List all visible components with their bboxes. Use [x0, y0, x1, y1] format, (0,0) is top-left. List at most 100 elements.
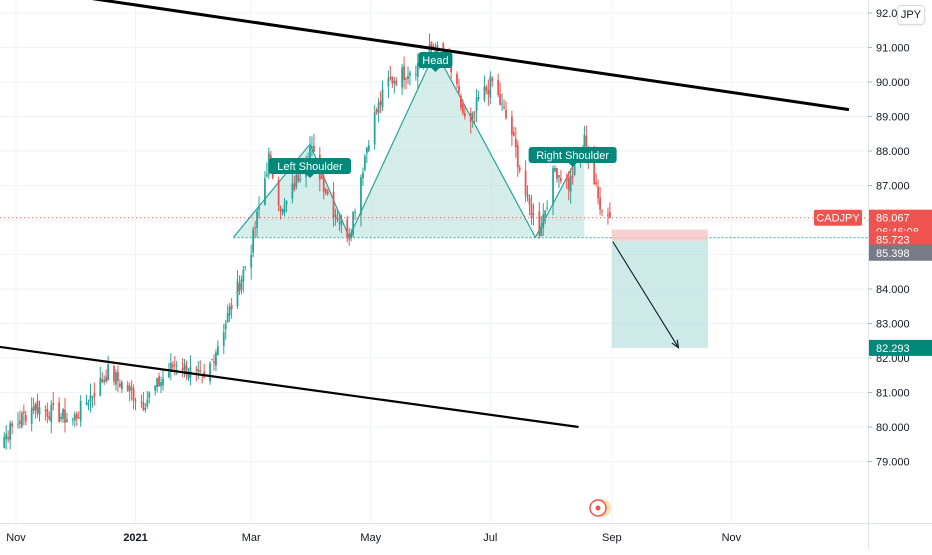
candle-body [409, 72, 411, 76]
candle-body [216, 346, 219, 356]
symbol-tag-bg [814, 209, 862, 226]
candle-body [352, 212, 355, 236]
candle-body [458, 85, 460, 93]
candle-body [148, 392, 151, 398]
candle-body [542, 214, 545, 229]
candle-body [362, 172, 364, 179]
candle-body [554, 168, 556, 172]
candle-body [283, 205, 286, 213]
price-tick-label: 88.000 [876, 146, 910, 158]
left-shoulder-label: Left Shoulder [269, 158, 351, 178]
candle-body [222, 332, 225, 346]
candle-body [173, 364, 176, 366]
candle-body [360, 177, 362, 216]
projection-arrow-head [671, 339, 680, 349]
candle-body [540, 227, 543, 237]
label-text: Left Shoulder [277, 161, 343, 173]
symbol-tag: CADJPY [814, 209, 862, 226]
candle-body [156, 377, 159, 388]
candle-body [348, 234, 351, 240]
right-shoulder-label: Right Shoulder [528, 147, 617, 167]
candle-body [120, 382, 123, 390]
candle-body [565, 177, 568, 181]
candle-body [379, 100, 382, 105]
candle-body [297, 174, 300, 182]
candle-body [285, 200, 288, 205]
candle-body [483, 86, 486, 100]
entry-price-tag: 85.398 [869, 244, 932, 261]
label-box [418, 52, 453, 68]
candle-body [115, 372, 117, 385]
candles [3, 33, 611, 450]
candle-body [171, 364, 174, 368]
candle-body [293, 183, 296, 190]
candle-body [363, 156, 366, 170]
candle-body [50, 404, 53, 423]
candle-body [269, 155, 272, 159]
candle-body [130, 386, 133, 390]
candle-body [552, 168, 554, 205]
time-tick-label: Jul [483, 532, 497, 544]
candle-body [340, 216, 343, 226]
label-text: Right Shoulder [536, 150, 609, 162]
candle-body [607, 214, 609, 216]
candle-body [528, 197, 531, 205]
candle-body [573, 161, 576, 176]
candle-body [571, 176, 574, 178]
time-tick-label: May [360, 532, 381, 544]
logo-dot [595, 505, 601, 511]
candle-body [30, 408, 33, 424]
candle-body [185, 365, 188, 376]
candle-body [309, 146, 311, 159]
price-tick-label: 89.000 [876, 112, 910, 124]
candle-body [118, 383, 121, 387]
upper-channel-line [91, 0, 850, 112]
candle-body [213, 361, 215, 363]
candle-body [140, 401, 143, 403]
candle-body [530, 204, 533, 218]
candle-body [567, 177, 570, 191]
price-tag-text: 85.723 [876, 235, 910, 247]
candle-body [460, 95, 462, 108]
candle-body [350, 232, 353, 238]
target-price-tag: 82.293 [869, 339, 932, 356]
candle-body [238, 283, 241, 292]
candle-body [456, 74, 458, 85]
candle-body [407, 75, 409, 80]
candle-body [365, 147, 368, 154]
candle-body [197, 369, 200, 372]
label-box [528, 147, 617, 163]
candle-body [313, 145, 315, 152]
candle-body [146, 399, 149, 407]
candle-body [62, 408, 64, 419]
candle-body [195, 368, 198, 371]
candle-body [585, 135, 588, 155]
candle-body [593, 157, 596, 184]
lower-channel-line [0, 345, 579, 429]
candle-body [336, 217, 339, 221]
candle-body [230, 305, 233, 310]
candle-body [461, 104, 464, 114]
candle-body [538, 211, 541, 237]
candle-body [20, 413, 23, 427]
alert-logo-icon [589, 499, 611, 517]
price-tick-label: 80.000 [876, 422, 910, 434]
candle-body [503, 106, 505, 109]
candle-body [326, 190, 329, 195]
candle-body [17, 423, 19, 425]
candle-body [595, 182, 598, 185]
candle-body [60, 416, 62, 420]
candle-body [544, 210, 547, 218]
currency-selector[interactable]: JPY [897, 5, 925, 25]
candle-body [477, 96, 480, 99]
candle-body [211, 359, 213, 361]
label-box [269, 158, 351, 174]
candle-body [475, 97, 478, 112]
candle-body [242, 269, 245, 282]
candle-body [64, 409, 66, 423]
stop-price-tag: 85.723 [869, 231, 932, 248]
candle-body [7, 437, 10, 440]
candle-body [403, 65, 405, 80]
